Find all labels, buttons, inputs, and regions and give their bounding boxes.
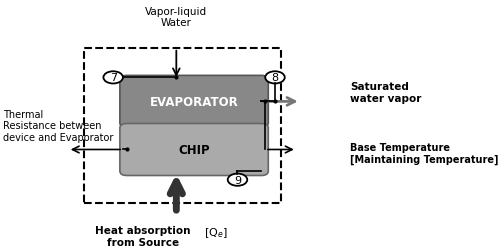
Text: 9: 9 bbox=[234, 175, 241, 185]
Text: EVAPORATOR: EVAPORATOR bbox=[150, 96, 238, 108]
Text: Vapor-liquid
Water: Vapor-liquid Water bbox=[146, 7, 208, 28]
FancyBboxPatch shape bbox=[120, 124, 268, 176]
Circle shape bbox=[265, 72, 285, 84]
Text: 7: 7 bbox=[110, 73, 116, 83]
Text: Saturated
water vapor: Saturated water vapor bbox=[350, 82, 422, 104]
Text: Base Temperature
[Maintaining Temperature]: Base Temperature [Maintaining Temperatur… bbox=[350, 142, 498, 164]
Text: CHIP: CHIP bbox=[178, 143, 210, 156]
Text: 8: 8 bbox=[272, 73, 278, 83]
Circle shape bbox=[228, 174, 248, 186]
Circle shape bbox=[104, 72, 123, 84]
Text: Thermal
Resistance between
device and Evaporator: Thermal Resistance between device and Ev… bbox=[2, 109, 113, 142]
Text: [Q$_e$]: [Q$_e$] bbox=[204, 225, 228, 239]
FancyBboxPatch shape bbox=[120, 76, 268, 128]
Bar bbox=[84, 49, 281, 203]
Text: Heat absorption
from Source: Heat absorption from Source bbox=[95, 225, 190, 247]
